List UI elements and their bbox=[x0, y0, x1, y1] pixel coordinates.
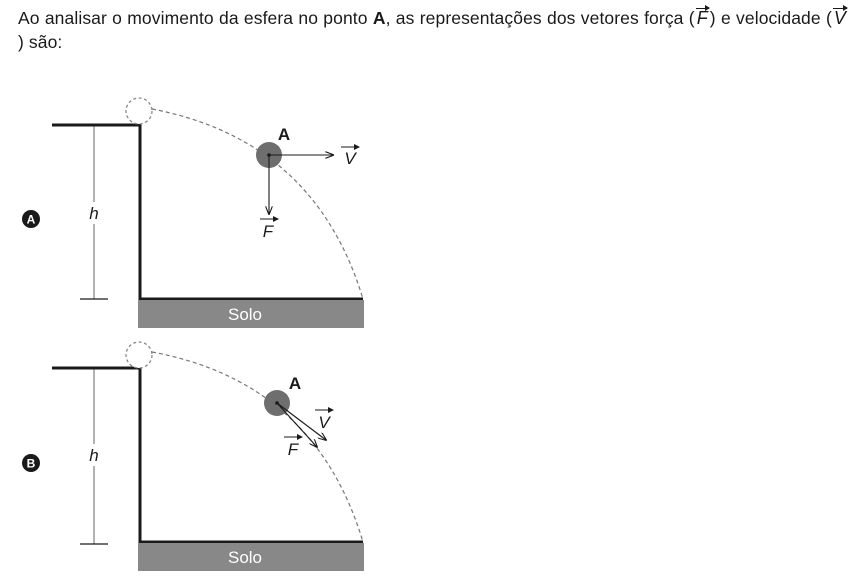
velocity-vector-symbol: V bbox=[832, 5, 849, 28]
velocity-label: V bbox=[344, 149, 357, 168]
option-a-letter: A bbox=[27, 213, 36, 227]
height-label: h bbox=[89, 446, 98, 465]
cliff-outline bbox=[52, 123, 363, 301]
velocity-label: V bbox=[318, 413, 331, 432]
option-b-letter: B bbox=[27, 457, 36, 471]
height-label-bg bbox=[85, 444, 103, 466]
question-part-1: Ao analisar o movimento da esfera no pon… bbox=[18, 8, 373, 28]
initial-sphere bbox=[125, 97, 153, 125]
force-arrow bbox=[276, 402, 317, 447]
option-b-badge[interactable]: B bbox=[22, 454, 40, 472]
height-label: h bbox=[89, 204, 98, 223]
height-label-bg bbox=[85, 202, 103, 224]
option-a-diagram[interactable]: A h Solo A V F bbox=[22, 97, 364, 328]
option-b-diagram[interactable]: B h Solo A V F bbox=[22, 341, 364, 571]
question-part-2: , as representações dos vetores força ( bbox=[385, 8, 695, 28]
question-part-3: ) e velocidade ( bbox=[709, 8, 832, 28]
trajectory-path bbox=[151, 351, 364, 543]
force-vector-symbol: F bbox=[695, 5, 710, 28]
question-text: Ao analisar o movimento da esfera no pon… bbox=[18, 5, 849, 54]
ground-label: Solo bbox=[228, 305, 262, 324]
cliff-outline bbox=[52, 366, 363, 544]
option-a-badge[interactable]: A bbox=[22, 210, 40, 228]
question-point-label: A bbox=[372, 8, 386, 28]
force-label: F bbox=[263, 222, 275, 241]
point-a-label: A bbox=[289, 374, 301, 393]
question-part-4: ) são: bbox=[18, 32, 63, 52]
trajectory-path bbox=[151, 108, 364, 300]
ground-label: Solo bbox=[228, 548, 262, 567]
ground-bar bbox=[138, 300, 364, 328]
velocity-arrow bbox=[276, 402, 326, 440]
ground-bar bbox=[138, 543, 364, 571]
point-a-label: A bbox=[278, 125, 290, 144]
initial-sphere bbox=[125, 341, 153, 369]
force-label: F bbox=[288, 440, 300, 459]
